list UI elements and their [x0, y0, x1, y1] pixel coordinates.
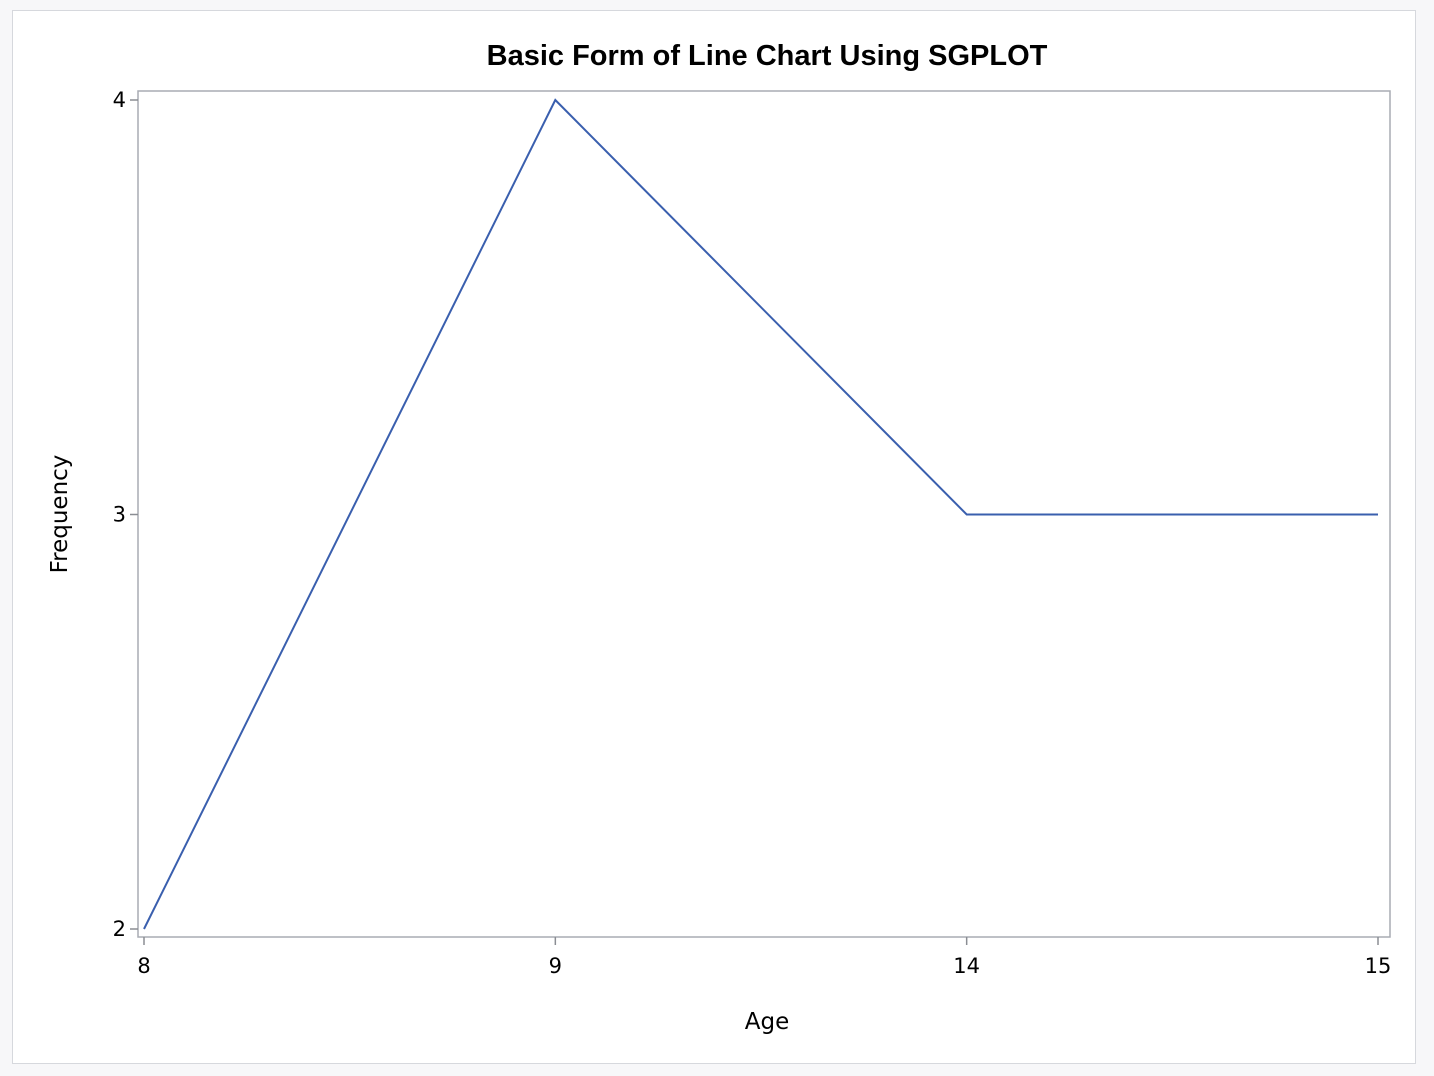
- x-axis-label: Age: [745, 1009, 789, 1035]
- chart-figure: Basic Form of Line Chart Using SGPLOT 2 3…: [12, 10, 1416, 1064]
- y-tick-label: 3: [113, 503, 126, 527]
- x-tick-label: 14: [953, 954, 980, 978]
- y-axis-label: Frequency: [47, 455, 73, 574]
- x-tick-label: 8: [137, 954, 150, 978]
- y-tick-label: 2: [113, 917, 126, 941]
- chart-title: Basic Form of Line Chart Using SGPLOT: [487, 40, 1048, 72]
- x-tick-label: 9: [549, 954, 562, 978]
- line-chart: Basic Form of Line Chart Using SGPLOT 2 3…: [47, 40, 1391, 1035]
- series-line: [143, 98, 1378, 930]
- y-tick-label: 4: [113, 88, 126, 112]
- y-axis: 2 3 4: [113, 88, 138, 941]
- x-tick-label: 15: [1365, 954, 1392, 978]
- x-axis: 8 9 14 15: [137, 937, 1391, 978]
